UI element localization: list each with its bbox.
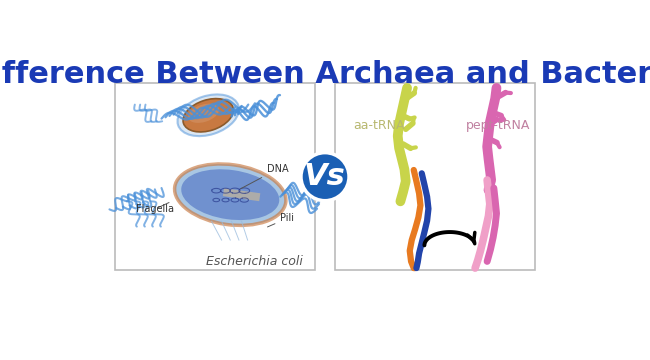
Text: Flagella: Flagella <box>136 203 174 214</box>
Ellipse shape <box>177 94 239 136</box>
Text: Escherichia coli: Escherichia coli <box>207 255 304 268</box>
Ellipse shape <box>183 99 233 132</box>
Text: Vs: Vs <box>304 162 346 191</box>
FancyBboxPatch shape <box>335 83 535 270</box>
Ellipse shape <box>181 169 280 220</box>
Text: Pili: Pili <box>268 213 294 227</box>
Circle shape <box>301 153 349 201</box>
Polygon shape <box>223 188 260 201</box>
Text: Difference Between Archaea and Bacteria: Difference Between Archaea and Bacteria <box>0 60 650 89</box>
Text: pept-tRNA: pept-tRNA <box>465 119 530 132</box>
Text: aa-tRNA: aa-tRNA <box>354 119 405 132</box>
Text: DNA: DNA <box>240 164 289 189</box>
Ellipse shape <box>188 104 219 123</box>
FancyBboxPatch shape <box>115 83 315 270</box>
Ellipse shape <box>175 164 286 225</box>
